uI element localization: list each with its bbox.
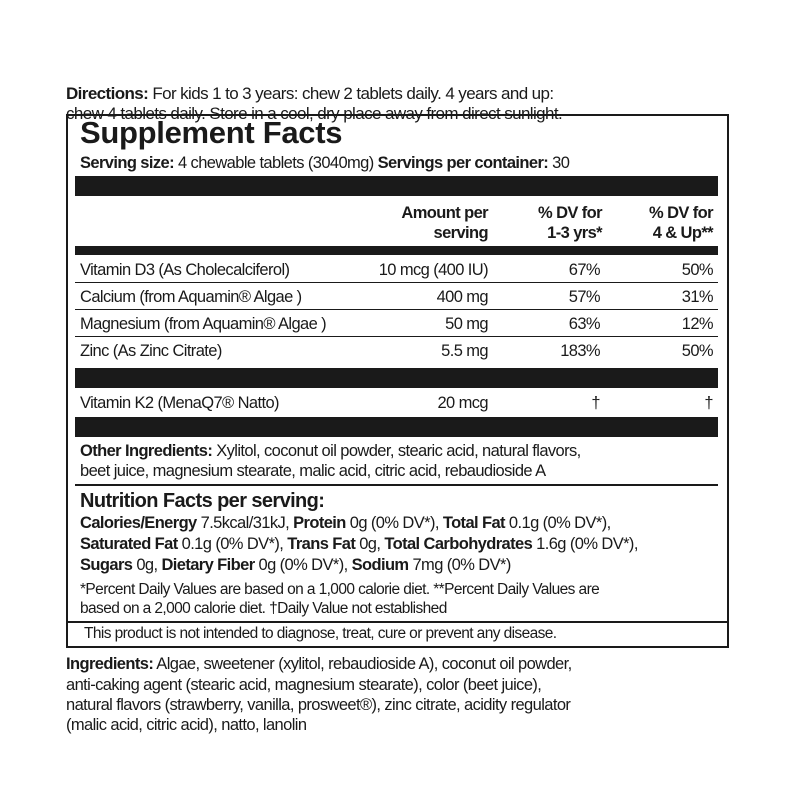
nutrient-dv-adult: 50%: [681, 261, 714, 279]
column-header-dv-adult: % DV for 4 & Up**: [649, 204, 714, 242]
column-header-dv-kids: % DV for 1-3 yrs*: [538, 204, 603, 242]
nutrition-line: Sugars 0g, Dietary Fiber 0g (0% DV*), So…: [80, 555, 511, 575]
nutrient-amount: 5.5 mg: [441, 342, 488, 360]
nutrition-label: Sugars: [80, 556, 133, 574]
nutrition-label: Saturated Fat: [80, 535, 178, 553]
nutrition-value: 0g,: [355, 535, 385, 553]
other-ingredients-line-1: Other Ingredients: Xylitol, coconut oil …: [80, 442, 581, 460]
divider-rule: [75, 484, 718, 486]
nutrient-dv-kids: 57%: [568, 288, 601, 306]
nutrient-name: Calcium (from Aquamin® Algae ): [80, 288, 302, 306]
nutrition-value: 1.6g (0% DV*),: [532, 535, 638, 553]
nutrition-value: 0.1g (0% DV*),: [177, 535, 288, 553]
nutrition-label: Calories/Energy: [80, 514, 197, 532]
nutrition-label: Total Fat: [442, 514, 506, 532]
serving-info: Serving size: 4 chewable tablets (3040mg…: [80, 154, 570, 172]
nutrition-label: Sodium: [351, 556, 410, 574]
row-divider: [75, 282, 718, 283]
divider-bar: [75, 417, 718, 437]
nutrient-dv-adult: 31%: [681, 288, 714, 306]
nutrient-dv-kids: †: [591, 394, 600, 412]
nutrient-dv-kids: 63%: [568, 315, 601, 333]
nutrient-amount: 20 mcg: [437, 394, 488, 412]
ingredients-line-4: (malic acid, citric acid), natto, lanoli…: [66, 716, 307, 734]
ingredients-line-3: natural flavors (strawberry, vanilla, pr…: [66, 696, 571, 714]
nutrition-line: Saturated Fat 0.1g (0% DV*), Trans Fat 0…: [80, 534, 638, 554]
nutrition-value: 0g (0% DV*),: [345, 514, 443, 532]
nutrient-dv-kids: 67%: [568, 261, 601, 279]
disclaimer: This product is not intended to diagnose…: [84, 625, 557, 642]
row-divider: [75, 336, 718, 337]
nutrition-value: 0g,: [132, 556, 162, 574]
nutrient-name: Vitamin D3 (As Cholecalciferol): [80, 261, 290, 279]
directions-line-1: Directions: For kids 1 to 3 years: chew …: [66, 84, 554, 103]
nutrient-name: Magnesium (from Aquamin® Algae ): [80, 315, 327, 333]
nutrient-name: Zinc (As Zinc Citrate): [80, 342, 222, 360]
nutrition-value: 7.5kcal/31kJ,: [196, 514, 294, 532]
other-ingredients-line-2: beet juice, magnesium stearate, malic ac…: [80, 462, 546, 480]
panel-title: Supplement Facts: [80, 115, 343, 150]
nutrition-line: Calories/Energy 7.5kcal/31kJ, Protein 0g…: [80, 513, 611, 533]
ingredients-line-1: Ingredients: Algae, sweetener (xylitol, …: [66, 655, 572, 673]
directions-line-2: chew 4 tablets daily. Store in a cool, d…: [66, 104, 563, 123]
nutrition-label: Trans Fat: [287, 535, 356, 553]
nutrition-value: 0.1g (0% DV*),: [504, 514, 611, 532]
nutrition-label: Dietary Fiber: [161, 556, 255, 574]
nutrition-label: Total Carbohydrates: [384, 535, 533, 553]
divider-bar: [75, 368, 718, 388]
nutrition-label: Protein: [293, 514, 346, 532]
divider-bar: [75, 246, 718, 255]
nutrient-amount: 10 mcg (400 IU): [378, 261, 489, 279]
nutrient-dv-adult: †: [704, 394, 713, 412]
nutrition-facts-title: Nutrition Facts per serving:: [80, 490, 325, 512]
nutrient-amount: 400 mg: [436, 288, 489, 306]
nutrition-value: 7mg (0% DV*): [408, 556, 511, 574]
nutrition-value: 0g (0% DV*),: [254, 556, 352, 574]
directions-label: Directions:: [66, 84, 149, 103]
row-divider: [75, 309, 718, 310]
nutrient-name: Vitamin K2 (MenaQ7® Natto): [80, 394, 280, 412]
nutrient-dv-adult: 50%: [681, 342, 714, 360]
column-header-amount: Amount per serving: [401, 204, 488, 242]
footnote-line-1: *Percent Daily Values are based on a 1,0…: [80, 581, 600, 598]
nutrient-dv-adult: 12%: [681, 315, 714, 333]
supplement-facts-panel: [66, 114, 729, 648]
nutrient-dv-kids: 183%: [560, 342, 600, 360]
ingredients-line-2: anti-caking agent (stearic acid, magnesi…: [66, 676, 542, 694]
divider-bar: [75, 176, 718, 196]
divider-rule: [66, 621, 728, 623]
footnote-line-2: based on a 2,000 calorie diet. †Daily Va…: [80, 600, 447, 617]
nutrient-amount: 50 mg: [445, 315, 488, 333]
